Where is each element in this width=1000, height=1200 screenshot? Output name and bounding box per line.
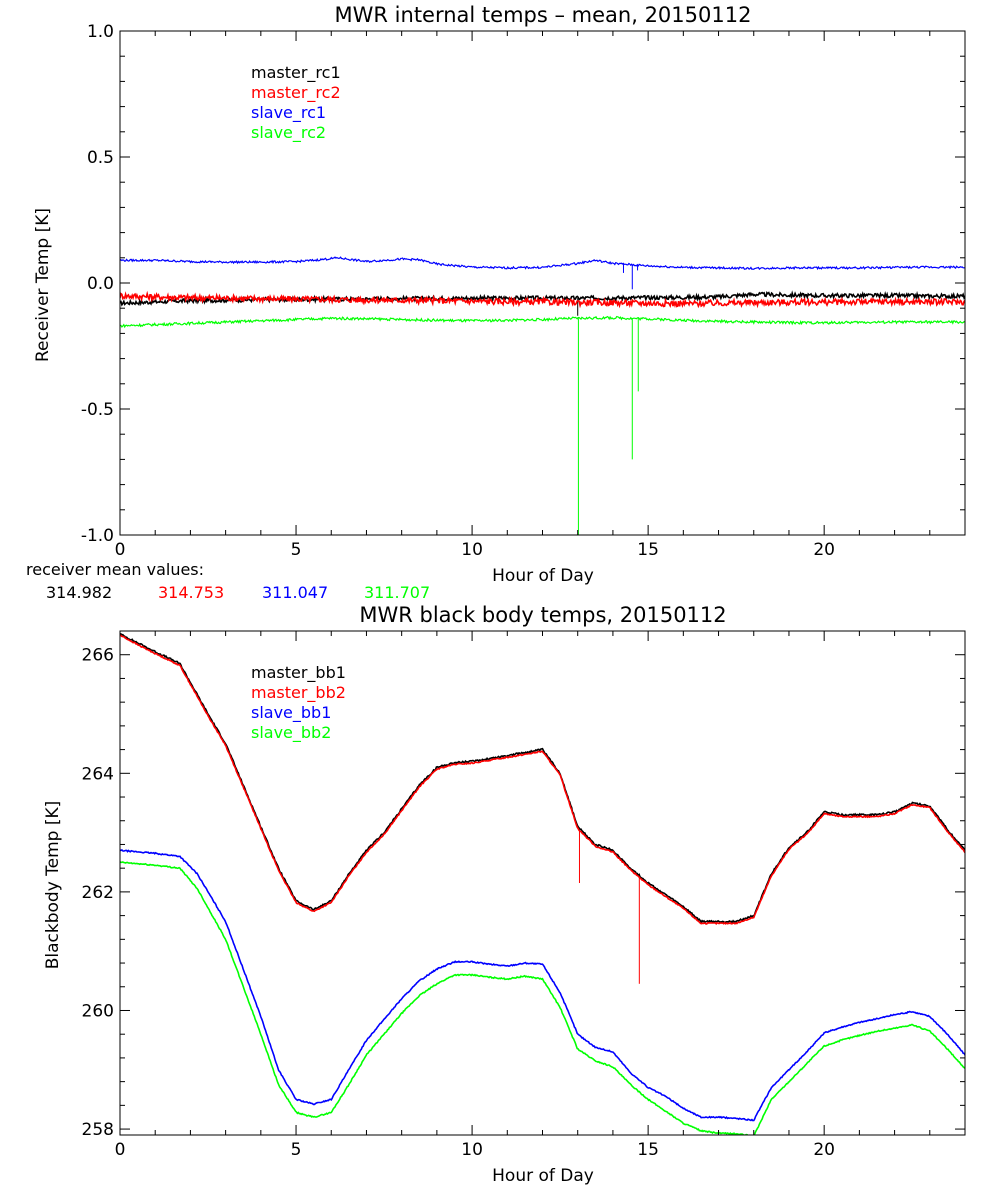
y-tick-label: -0.5 <box>81 400 114 420</box>
x-tick-label: 20 <box>813 1140 835 1160</box>
legend-entry-master-bb2: master_bb2 <box>251 683 346 703</box>
legend-entry-master-bb1: master_bb1 <box>251 663 346 683</box>
y-tick-label: -1.0 <box>81 526 114 546</box>
x-tick-label: 0 <box>115 540 126 560</box>
legend-entry-master-rc2: master_rc2 <box>251 83 341 103</box>
series-line-slave-bb2 <box>120 861 965 1135</box>
legend-entry-slave-bb2: slave_bb2 <box>251 723 331 743</box>
y-tick-label: 0.0 <box>87 274 114 294</box>
y-tick-label: 266 <box>82 646 114 666</box>
y-axis-label: Blackbody Temp [K] <box>43 801 63 970</box>
series-line-master-bb1 <box>120 633 965 924</box>
y-tick-label: 1.0 <box>87 22 114 42</box>
plot-frame <box>119 30 966 536</box>
series-line-slave-bb1 <box>120 849 965 1122</box>
x-tick-label: 5 <box>291 540 302 560</box>
blackbody-temp-chart: MWR black body temps, 20150112 0 5 10 15 20 2… <box>43 603 966 1186</box>
x-axis-label: Hour of Day <box>492 566 594 586</box>
series-group <box>120 633 965 1135</box>
x-tick-label: 15 <box>637 540 659 560</box>
mean-value-slave-rc1: 311.047 <box>262 583 328 602</box>
x-tick-label: 15 <box>637 1140 659 1160</box>
series-group <box>120 256 965 535</box>
chart-title: MWR black body temps, 20150112 <box>359 603 726 627</box>
legend-entry-master-rc1: master_rc1 <box>251 63 341 83</box>
y-axis-label: Receiver Temp [K] <box>33 208 53 362</box>
mean-value-master-rc2: 314.753 <box>158 583 224 602</box>
plot-area: 0 5 10 15 20 266 264 262 260 258 master_bb1master_… <box>82 630 966 1160</box>
y-tick-label: 262 <box>82 883 114 903</box>
y-tick-label: 264 <box>82 764 114 784</box>
plot-frame <box>119 630 966 1136</box>
x-axis-label: Hour of Day <box>492 1166 594 1186</box>
legend-entry-slave-rc2: slave_rc2 <box>251 123 326 143</box>
receiver-mean-values: receiver mean values: 314.982 314.753 31… <box>26 560 430 602</box>
series-line-master-rc2 <box>120 290 965 309</box>
y-tick-label: 258 <box>82 1120 114 1140</box>
mean-value-slave-rc2: 311.707 <box>364 583 430 602</box>
mean-value-master-rc1: 314.982 <box>46 583 112 602</box>
receiver-temp-chart: MWR internal temps – mean, 20150112 0 5 10… <box>33 3 966 586</box>
means-heading: receiver mean values: <box>26 560 204 579</box>
x-tick-label: 5 <box>291 1140 302 1160</box>
x-tick-label: 10 <box>461 540 483 560</box>
x-tick-label: 0 <box>115 1140 126 1160</box>
plot-area: 0 5 10 15 20 1.0 0.5 0.0 -0.5 -1.0 master_rc1maste… <box>81 22 966 560</box>
x-tick-label: 20 <box>813 540 835 560</box>
series-line-slave-rc2 <box>120 315 965 329</box>
legend-entry-slave-bb1: slave_bb1 <box>251 703 331 723</box>
chart-title: MWR internal temps – mean, 20150112 <box>335 3 752 27</box>
y-tick-label: 260 <box>82 1001 114 1021</box>
y-tick-label: 0.5 <box>87 148 114 168</box>
legend-entry-slave-rc1: slave_rc1 <box>251 103 326 123</box>
series-line-master-bb2 <box>120 634 965 925</box>
series-line-slave-rc1 <box>120 256 965 271</box>
x-tick-label: 10 <box>461 1140 483 1160</box>
